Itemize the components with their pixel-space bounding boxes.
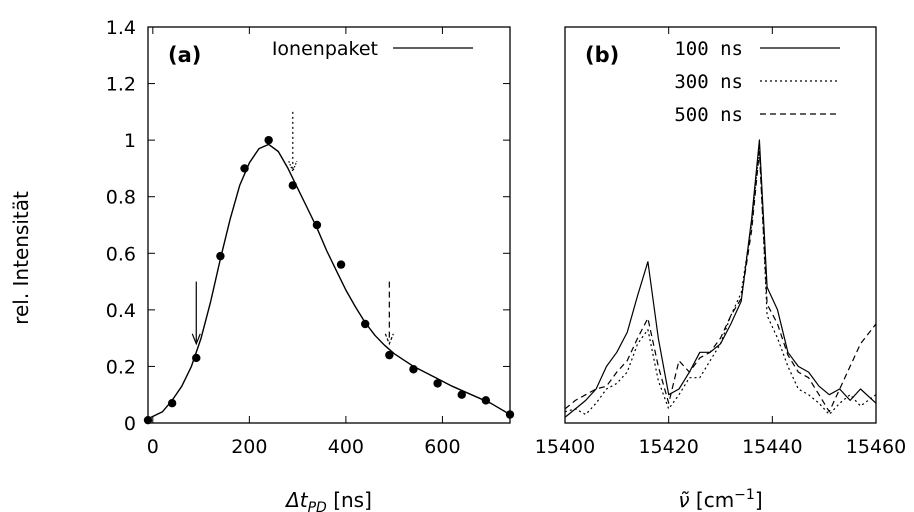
y-tick-label-a: 1 (124, 130, 136, 152)
x-tick-label-a: 0 (147, 436, 159, 458)
series-line-300-ns (565, 145, 876, 416)
data-point-a (481, 396, 491, 405)
plot-frame-b (564, 26, 877, 424)
x-tick-label-a: 400 (328, 436, 364, 458)
data-point-a (433, 379, 442, 388)
series-line-100-ns (565, 139, 876, 418)
data-point-a (409, 365, 418, 374)
y-tick-label-a: 0.6 (106, 243, 136, 265)
data-point-a (385, 350, 394, 360)
data-point-a (505, 410, 515, 419)
x-axis-label-a: ΔtPD [ns] (284, 488, 372, 512)
data-point-a (288, 181, 297, 190)
data-point-a (216, 251, 225, 261)
marker-arrowhead-dotted (288, 161, 298, 173)
x-tick-label-a: 600 (424, 436, 460, 458)
y-axis-label: rel. Intensität (9, 191, 33, 325)
y-tick-label-a: 1.2 (106, 74, 136, 96)
plot-frame-a (147, 26, 511, 424)
x-tick-label-b: 15460 (846, 436, 906, 458)
legend-label-b: 100 ns (674, 38, 743, 60)
marker-arrowhead-dashed (384, 333, 394, 346)
panel-b: 15400 15420 15440 15460 (b) 100 ns 300 ns 500 n… (535, 26, 906, 512)
y-tick-label-a: 1.4 (106, 17, 136, 39)
data-point-a (167, 399, 177, 408)
data-point-a (361, 319, 370, 329)
panel-a: 0 0.2 0.4 0.6 0.8 1 1.2 1.4 0 200 400 600 (a) Ionenpa… (106, 17, 515, 512)
data-point-a (336, 260, 346, 269)
legend-label-b: 300 ns (674, 71, 743, 93)
y-tick-label-a: 0.8 (106, 187, 136, 209)
fit-curve-ionenpaket (147, 143, 511, 420)
panel-label-b: (b) (585, 43, 619, 67)
legend-label-b: 500 ns (674, 104, 743, 126)
data-point-a (240, 164, 249, 173)
series-line-500-ns (565, 150, 876, 413)
data-point-a (312, 220, 322, 230)
x-tick-label-b: 15400 (535, 436, 595, 458)
data-point-a (192, 353, 201, 363)
data-point-a (457, 390, 466, 399)
data-point-a (264, 135, 273, 145)
y-tick-label-a: 0.2 (106, 356, 136, 378)
data-point-a (143, 415, 153, 425)
y-tick-label-a: 0 (124, 413, 136, 435)
x-tick-label-a: 200 (231, 436, 267, 458)
marker-arrowhead-solid (191, 333, 201, 346)
x-tick-label-b: 15420 (638, 436, 698, 458)
legend-label-a: Ionenpaket (272, 38, 378, 60)
y-tick-label-a: 0.4 (106, 300, 136, 322)
x-tick-label-b: 15440 (742, 436, 802, 458)
panel-label-a: (a) (168, 43, 201, 67)
x-axis-label-b: ν̃ [cm−1] (678, 487, 762, 512)
